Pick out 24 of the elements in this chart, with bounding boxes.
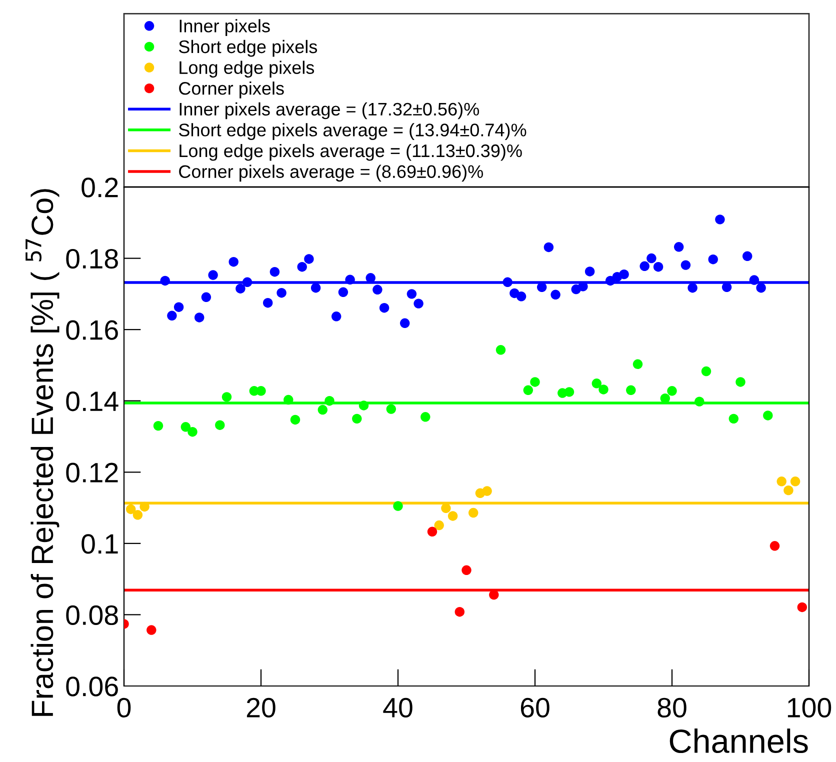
y-tick-label: 0.18 — [66, 248, 118, 269]
legend-label: Corner pixels average = (8.69±0.96)% — [179, 164, 484, 182]
y-tick-label: 0.08 — [66, 605, 118, 626]
legend-label: Long edge pixels — [180, 60, 314, 78]
y-tick-label: 0.14 — [66, 392, 118, 412]
x-tick-label: 60 — [520, 698, 550, 718]
legend-label: Short edge pixels — [178, 40, 318, 57]
y-tick-label: 0.12 — [66, 462, 118, 482]
y-axis-title: Fraction of Rejected Events [%] ( $^{57}$Co) — [26, 189, 60, 716]
legend-label: Long edge pixels average = (11.13±0.39)% — [180, 144, 522, 161]
x-tick-label: 100 — [788, 698, 832, 718]
legend-label: Corner pixels — [179, 82, 284, 98]
legend-label: Inner pixels — [180, 19, 270, 36]
y-tick-label: 0.16 — [66, 320, 118, 340]
y-tick-label: 0.06 — [66, 676, 118, 696]
y-tick-label: 0.1 — [82, 534, 118, 554]
x-tick-label: 80 — [658, 698, 686, 718]
x-tick-label: 0 — [117, 698, 131, 718]
legend-label: Short edge pixels average = (13.94±0.74)% — [178, 123, 526, 140]
x-axis-title: Channels — [670, 728, 808, 754]
x-tick-label: 20 — [246, 698, 276, 718]
legend-label: Inner pixels average = (17.32±0.56)% — [180, 102, 480, 120]
x-tick-label: 40 — [383, 698, 412, 718]
y-tick-label: 0.2 — [82, 178, 118, 198]
